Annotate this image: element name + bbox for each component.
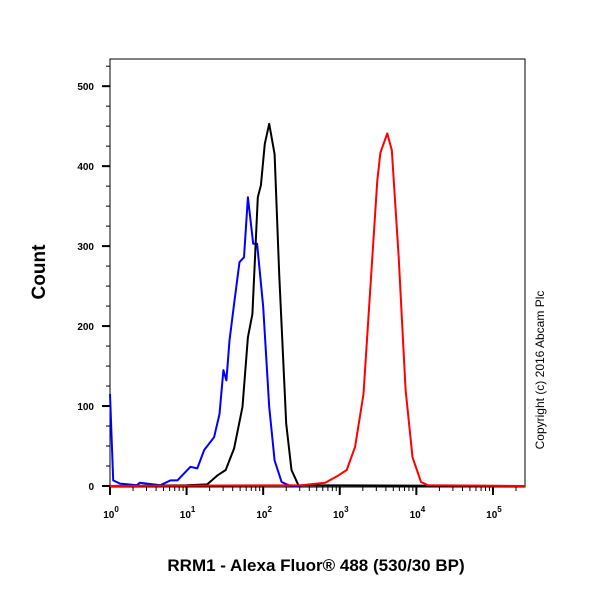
copyright-annotation: Copyright (c) 2016 Abcam Plc xyxy=(533,290,547,450)
x-tick-label: 103 xyxy=(333,505,349,521)
plot-frame xyxy=(109,58,526,488)
x-axis-label: RRM1 - Alexa Fluor® 488 (530/30 BP) xyxy=(167,556,465,575)
y-tick-label: 300 xyxy=(77,242,94,253)
y-tick-label: 100 xyxy=(77,402,94,413)
x-tick-label: 102 xyxy=(256,505,272,521)
x-tick-label: 105 xyxy=(486,505,502,521)
x-tick-label: 104 xyxy=(410,505,426,521)
histogram-series-2 xyxy=(109,132,526,487)
y-tick-label: 0 xyxy=(88,482,94,493)
x-tick-label: 100 xyxy=(103,505,119,521)
histogram-series-0 xyxy=(109,196,300,487)
y-tick-label: 500 xyxy=(77,82,94,93)
y-axis-label: Count xyxy=(29,244,50,300)
y-tick-label: 200 xyxy=(77,322,94,333)
x-tick-label: 101 xyxy=(180,505,196,521)
histogram-series-1 xyxy=(109,122,526,487)
y-tick-label: 400 xyxy=(77,162,94,173)
